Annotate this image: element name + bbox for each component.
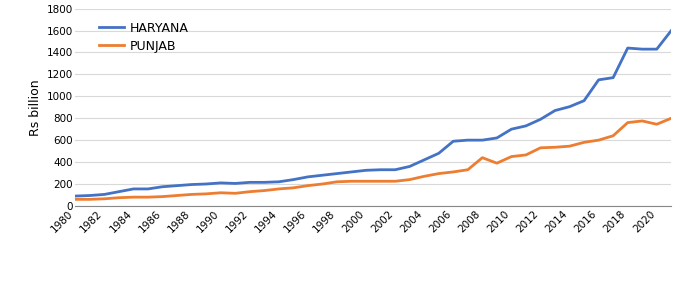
HARYANA <box>333 172 341 175</box>
Line: PUNJAB: PUNJAB <box>75 118 671 199</box>
HARYANA <box>522 124 530 128</box>
PUNJAB <box>565 144 573 148</box>
PUNJAB <box>188 193 196 196</box>
HARYANA <box>391 168 399 171</box>
PUNJAB <box>173 194 182 197</box>
HARYANA <box>275 180 283 184</box>
HARYANA <box>508 128 516 131</box>
HARYANA <box>420 158 428 162</box>
HARYANA <box>478 138 486 142</box>
PUNJAB <box>653 122 661 126</box>
PUNJAB <box>595 138 603 142</box>
PUNJAB <box>420 174 428 178</box>
PUNJAB <box>231 192 239 195</box>
HARYANA <box>289 178 297 181</box>
PUNJAB <box>551 146 559 149</box>
PUNJAB <box>319 182 327 186</box>
HARYANA <box>493 136 501 140</box>
PUNJAB <box>580 141 588 144</box>
HARYANA <box>246 181 254 184</box>
PUNJAB <box>406 178 414 181</box>
PUNJAB <box>362 180 370 183</box>
PUNJAB <box>434 172 443 175</box>
PUNJAB <box>275 187 283 191</box>
PUNJAB <box>478 156 486 159</box>
PUNJAB <box>391 180 399 183</box>
PUNJAB <box>260 189 269 192</box>
HARYANA <box>638 47 647 51</box>
HARYANA <box>115 190 123 193</box>
HARYANA <box>158 185 166 188</box>
HARYANA <box>202 182 210 186</box>
HARYANA <box>71 194 79 198</box>
PUNJAB <box>100 197 108 200</box>
HARYANA <box>129 187 138 191</box>
HARYANA <box>347 170 356 174</box>
HARYANA <box>623 46 632 50</box>
PUNJAB <box>623 121 632 124</box>
PUNJAB <box>522 153 530 157</box>
PUNJAB <box>638 119 647 123</box>
Y-axis label: Rs billion: Rs billion <box>29 79 42 136</box>
PUNJAB <box>347 180 356 183</box>
PUNJAB <box>377 180 385 183</box>
HARYANA <box>100 193 108 196</box>
PUNJAB <box>71 198 79 201</box>
PUNJAB <box>536 146 545 150</box>
HARYANA <box>173 184 182 187</box>
HARYANA <box>144 187 152 191</box>
PUNJAB <box>449 170 458 174</box>
PUNJAB <box>216 191 225 194</box>
PUNJAB <box>115 196 123 199</box>
HARYANA <box>406 165 414 168</box>
Line: HARYANA: HARYANA <box>75 31 671 196</box>
Legend: HARYANA, PUNJAB: HARYANA, PUNJAB <box>94 17 194 58</box>
HARYANA <box>86 194 94 197</box>
PUNJAB <box>493 161 501 165</box>
PUNJAB <box>667 116 675 120</box>
HARYANA <box>260 181 269 184</box>
PUNJAB <box>333 180 341 184</box>
HARYANA <box>565 105 573 108</box>
PUNJAB <box>508 155 516 158</box>
HARYANA <box>653 47 661 51</box>
HARYANA <box>667 29 675 32</box>
PUNJAB <box>304 184 312 187</box>
HARYANA <box>449 140 458 143</box>
HARYANA <box>595 78 603 82</box>
HARYANA <box>319 174 327 177</box>
PUNJAB <box>158 195 166 198</box>
PUNJAB <box>129 195 138 199</box>
PUNJAB <box>246 190 254 193</box>
HARYANA <box>609 76 617 79</box>
HARYANA <box>362 168 370 172</box>
PUNJAB <box>86 198 94 201</box>
HARYANA <box>536 118 545 121</box>
HARYANA <box>377 168 385 171</box>
PUNJAB <box>289 186 297 190</box>
HARYANA <box>464 138 472 142</box>
HARYANA <box>580 99 588 102</box>
HARYANA <box>231 182 239 185</box>
HARYANA <box>551 109 559 112</box>
HARYANA <box>434 152 443 155</box>
PUNJAB <box>609 134 617 138</box>
HARYANA <box>304 175 312 178</box>
PUNJAB <box>464 168 472 171</box>
PUNJAB <box>144 195 152 199</box>
HARYANA <box>188 183 196 186</box>
HARYANA <box>216 181 225 185</box>
PUNJAB <box>202 192 210 196</box>
